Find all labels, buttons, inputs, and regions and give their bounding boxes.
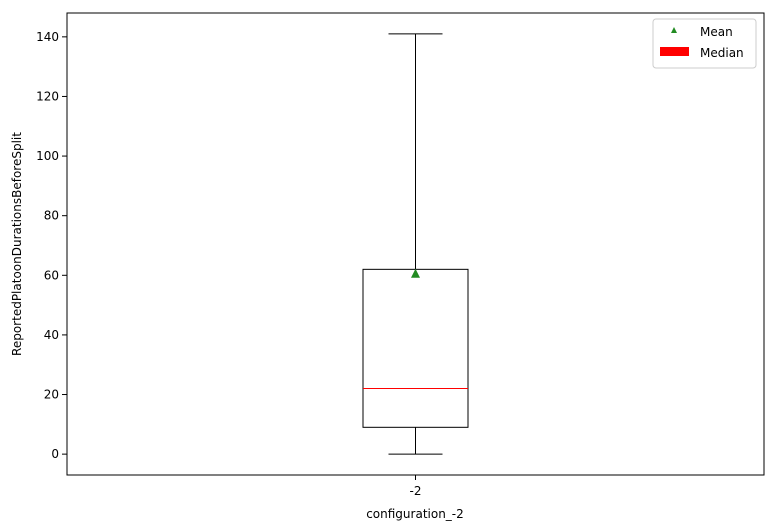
y-tick-label: 20: [44, 388, 59, 402]
y-tick-label: 120: [36, 89, 59, 103]
legend-median-label: Median: [700, 46, 744, 60]
x-tick-label: -2: [410, 484, 422, 498]
x-axis-ticks: -2: [410, 475, 422, 498]
y-tick-label: 100: [36, 149, 59, 163]
y-axis-label: ReportedPlatoonDurationsBeforeSplit: [10, 132, 24, 356]
legend-mean-marker: [671, 27, 677, 33]
boxes: [362, 33, 469, 455]
y-tick-label: 40: [44, 328, 59, 342]
x-axis-label: configuration_-2: [366, 507, 464, 521]
legend: Mean Median: [652, 18, 757, 69]
mean-marker: [411, 268, 420, 278]
y-tick-label: 0: [51, 447, 59, 461]
y-tick-label: 140: [36, 30, 59, 44]
y-tick-label: 80: [44, 209, 59, 223]
y-tick-label: 60: [44, 268, 59, 282]
legend-median-patch: [660, 47, 689, 56]
y-axis-ticks: 0 20 40 60 80 100 120 140: [36, 30, 67, 461]
legend-mean-label: Mean: [700, 25, 733, 39]
